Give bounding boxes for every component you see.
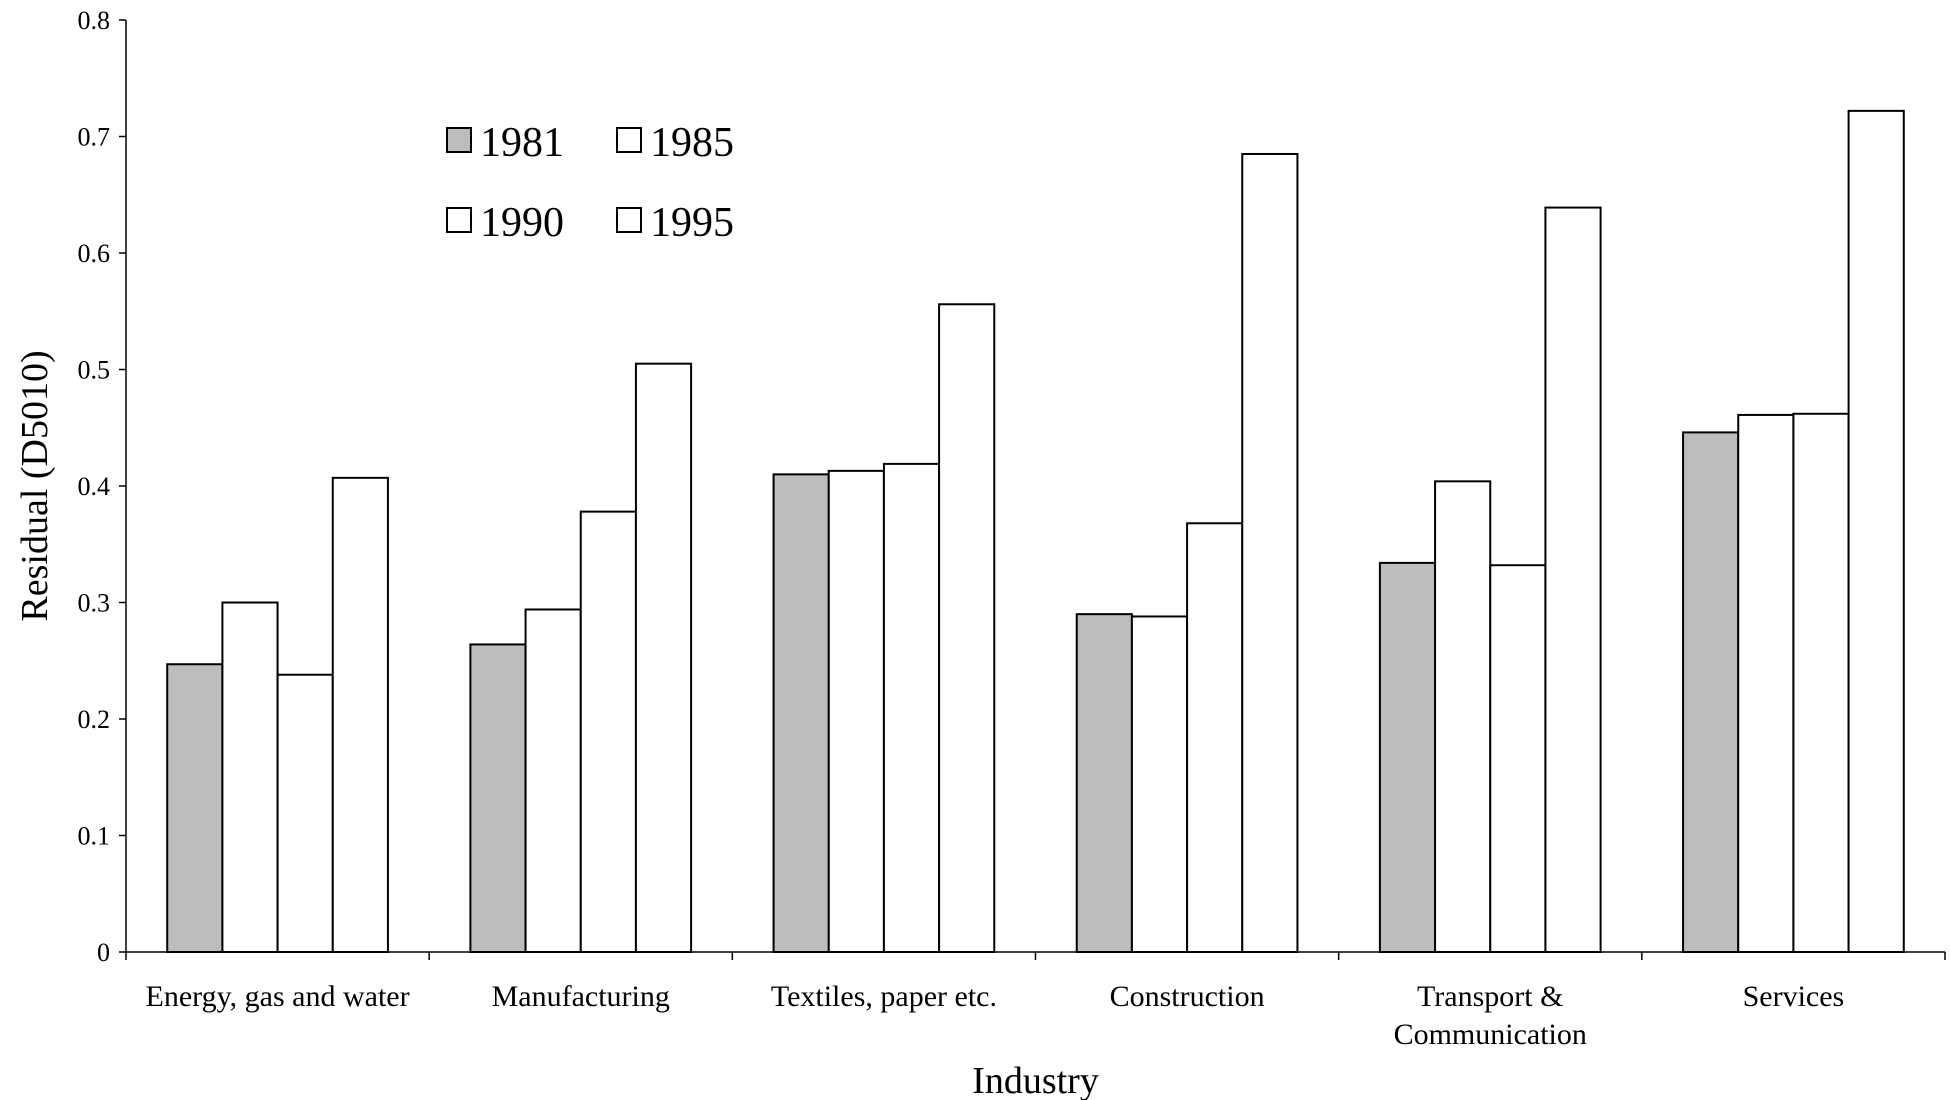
x-axis-title: Industry bbox=[972, 1060, 1099, 1100]
bar-1981 bbox=[166, 663, 224, 953]
legend-label-1985: 1985 bbox=[650, 120, 734, 166]
y-tick-label: 0.8 bbox=[78, 6, 111, 35]
bar-1990 bbox=[1186, 522, 1244, 954]
y-tick-label: 0.4 bbox=[78, 472, 111, 501]
legend-swatch-1995 bbox=[616, 207, 642, 233]
legend-swatch-1981 bbox=[446, 127, 472, 153]
bar-1990 bbox=[1489, 564, 1547, 953]
bar-1985 bbox=[221, 601, 279, 953]
y-tick-label: 0.5 bbox=[78, 356, 111, 385]
legend-label-1981: 1981 bbox=[480, 120, 564, 166]
bar-1990 bbox=[579, 510, 637, 953]
legend-swatch-1985 bbox=[616, 127, 642, 153]
x-tick-label-line: Construction bbox=[1110, 980, 1265, 1013]
bar-1990 bbox=[882, 462, 941, 953]
x-tick-label: Energy, gas and water bbox=[146, 980, 410, 1013]
bar-1995 bbox=[1847, 109, 1905, 954]
legend-label-1995: 1995 bbox=[650, 200, 734, 246]
chart-bars bbox=[166, 109, 1905, 954]
bar-1985 bbox=[524, 608, 582, 953]
chart-axes: 0 0.1 0.2 0.3 0.4 0.5 0.6 0.7 0.8 Energy, gas and… bbox=[78, 6, 1946, 1051]
y-tick-label: 0.2 bbox=[78, 705, 111, 734]
bar-1990 bbox=[276, 673, 334, 953]
bar-1981 bbox=[772, 473, 830, 953]
bar-1995 bbox=[1544, 206, 1602, 953]
x-tick-label: Textiles, paper etc. bbox=[771, 980, 997, 1013]
legend-swatch-1990 bbox=[446, 207, 472, 233]
x-tick-label: Construction bbox=[1110, 980, 1265, 1013]
bar-1985 bbox=[1434, 480, 1492, 953]
bar-1995 bbox=[331, 476, 389, 953]
bar-1985 bbox=[827, 469, 885, 953]
x-tick-label: Transport & Communication bbox=[1394, 980, 1587, 1051]
x-tick-label: Manufacturing bbox=[492, 980, 670, 1013]
bar-1981 bbox=[1682, 431, 1740, 954]
x-tick-label: Services bbox=[1743, 980, 1845, 1013]
y-axis-title: Residual (D5010) bbox=[14, 350, 56, 621]
bar-1995 bbox=[1241, 152, 1299, 954]
legend-label-1990: 1990 bbox=[480, 200, 564, 246]
bar-1981 bbox=[469, 643, 527, 953]
y-tick-label: 0.3 bbox=[78, 589, 111, 618]
x-tick-label-line: Transport & bbox=[1417, 980, 1563, 1013]
chart-legend: 1981 1985 1990 1995 bbox=[446, 120, 734, 246]
x-tick-label-line: Services bbox=[1743, 980, 1845, 1013]
bar-1995 bbox=[634, 362, 693, 953]
x-tick-label-line: Textiles, paper etc. bbox=[771, 980, 997, 1013]
bar-1981 bbox=[1378, 561, 1437, 953]
x-tick-label-line: Energy, gas and water bbox=[146, 980, 410, 1013]
y-tick-label: 0.6 bbox=[78, 239, 111, 268]
bar-1985 bbox=[1130, 615, 1189, 953]
y-tick-label: 0.1 bbox=[78, 822, 111, 851]
x-tick-label-line: Communication bbox=[1394, 1018, 1587, 1051]
y-tick-label: 0.7 bbox=[78, 123, 111, 152]
x-tick-label-line: Manufacturing bbox=[492, 980, 670, 1013]
bar-1995 bbox=[938, 303, 996, 953]
bar-1990 bbox=[1792, 412, 1850, 953]
bar-1985 bbox=[1737, 413, 1795, 953]
bar-1981 bbox=[1075, 613, 1133, 954]
y-tick-label: 0 bbox=[97, 938, 110, 967]
